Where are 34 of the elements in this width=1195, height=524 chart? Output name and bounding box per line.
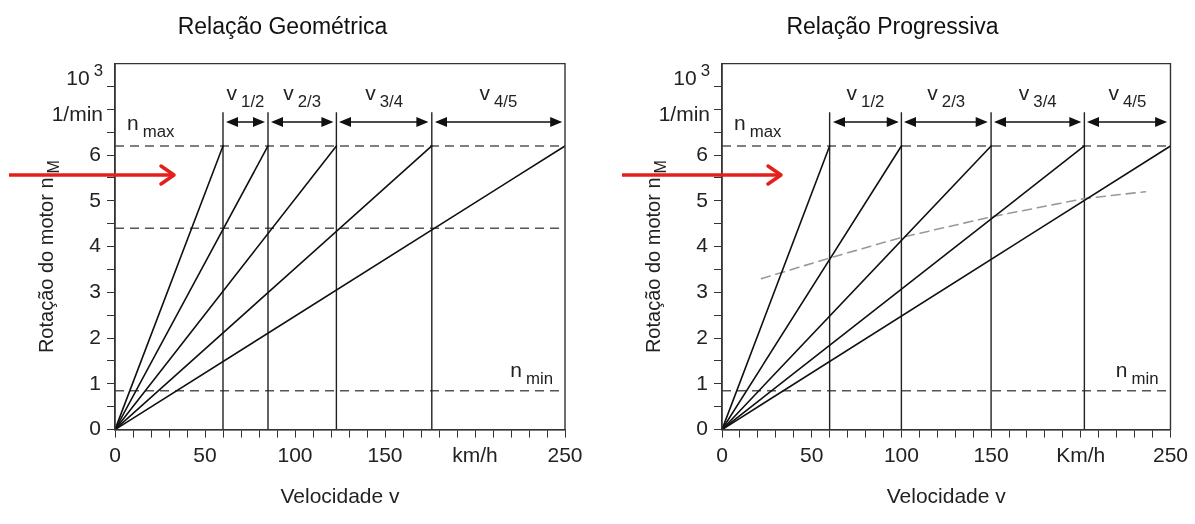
y-tick-label: 4 (89, 233, 102, 257)
x-tick-label: km/h (452, 443, 498, 466)
y-tick-label: 3 (696, 279, 708, 303)
x-tick-label: 100 (883, 443, 919, 466)
x-tick-label: Km/h (1056, 443, 1106, 466)
x-tick-label: 50 (193, 443, 217, 466)
x-tick-label: 150 (367, 443, 403, 466)
y-tick-label: 2 (696, 324, 708, 348)
y-tick-label: 2 (89, 324, 101, 348)
chart-title: Relação Progressiva (786, 13, 999, 40)
x-tick-label: 100 (277, 443, 313, 466)
y-tick-label: 5 (89, 187, 101, 211)
x-tick-label: 50 (800, 443, 824, 466)
y-tick-label: 3 (89, 279, 101, 303)
y-tick-label: 1 (696, 370, 708, 394)
x-tick-label: 0 (716, 443, 728, 466)
text: 1/min (51, 102, 104, 126)
y-tick-label: 1 (89, 370, 101, 394)
y-tick-label: 6 (696, 141, 708, 165)
x-tick-label: 250 (547, 443, 583, 466)
y-tick-label: 0 (696, 416, 708, 440)
chart-title: Relação Geométrica (177, 13, 388, 40)
y-tick-label: 4 (696, 233, 709, 257)
y-tick-label: 5 (696, 187, 708, 211)
y-tick-label: 0 (89, 416, 101, 440)
x-axis-title: Velocidade v (280, 484, 401, 508)
x-tick-label: 0 (109, 443, 121, 466)
y-axis-title: Rotação do motor nM (34, 160, 63, 354)
text: 1/min (658, 102, 711, 126)
y-tick-label: 6 (89, 141, 101, 165)
x-tick-label: 250 (1152, 443, 1188, 466)
x-axis-title: Velocidade v (886, 484, 1007, 508)
x-tick-label: 150 (973, 443, 1009, 466)
y-axis-title: Rotação do motor nM (641, 160, 670, 354)
